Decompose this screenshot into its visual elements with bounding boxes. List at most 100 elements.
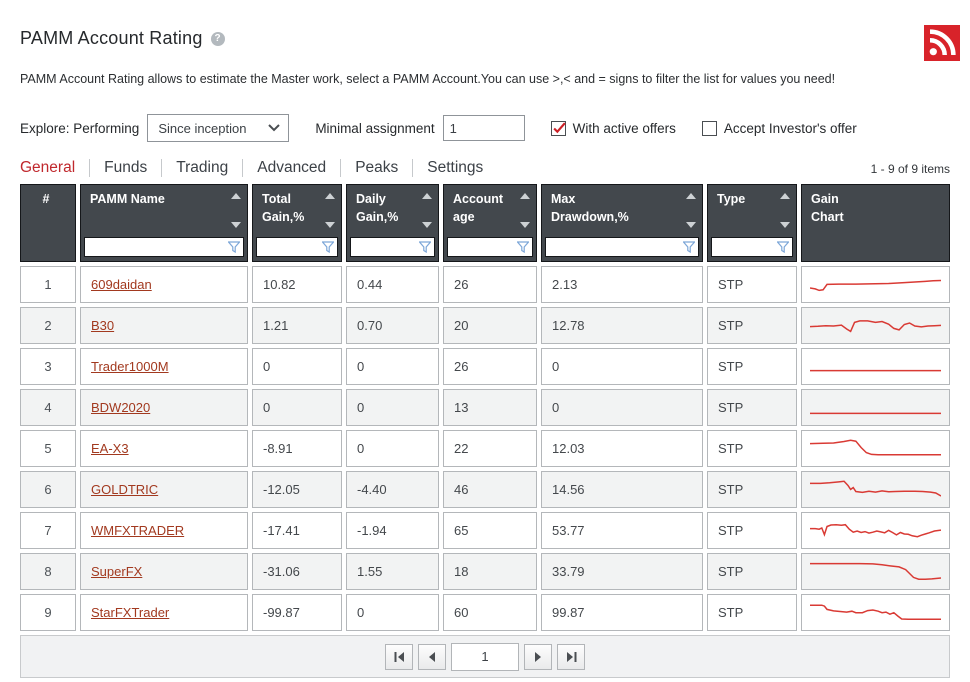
tab-peaks[interactable]: Peaks	[340, 159, 412, 177]
filter-wrap	[256, 237, 338, 257]
pamm-account-link[interactable]: SuperFX	[91, 564, 143, 579]
total-gain-cell: -99.87	[252, 594, 342, 631]
table-header: # PAMM Name Total Gain,% Daily Gain,% Accoun…	[20, 184, 950, 262]
accept-investors-offer-checkbox[interactable]: Accept Investor's offer	[701, 120, 857, 136]
column-label: Daily Gain,%	[356, 192, 399, 225]
type-cell: STP	[707, 348, 797, 385]
sort-arrows	[229, 190, 243, 228]
tab-general[interactable]: General	[20, 159, 76, 176]
gain-sparkline	[810, 557, 941, 587]
row-number-cell: 1	[20, 266, 76, 303]
gain-sparkline	[810, 434, 941, 464]
filter-funnel-icon[interactable]	[777, 241, 789, 253]
filter-input-name[interactable]	[84, 237, 244, 257]
max-drawdown-cell: 53.77	[541, 512, 703, 549]
filter-funnel-icon[interactable]	[419, 241, 431, 253]
daily-gain-cell: 0.44	[346, 266, 439, 303]
filter-funnel-icon[interactable]	[322, 241, 334, 253]
sort-asc-icon[interactable]	[520, 193, 530, 199]
account-age-cell: 18	[443, 553, 537, 590]
first-page-button[interactable]	[385, 643, 413, 670]
tab-settings[interactable]: Settings	[412, 159, 497, 177]
pamm-account-link[interactable]: StarFXTrader	[91, 605, 170, 620]
gain-chart-cell	[801, 266, 950, 303]
gain-sparkline	[810, 393, 941, 423]
sort-asc-icon[interactable]	[325, 193, 335, 199]
pamm-name-cell: B30	[80, 307, 248, 344]
period-select-value: Since inception	[158, 120, 247, 136]
max-drawdown-cell: 0	[541, 389, 703, 426]
sort-desc-icon[interactable]	[780, 222, 790, 228]
row-number-cell: 9	[20, 594, 76, 631]
gain-sparkline	[810, 516, 941, 546]
column-header-name: PAMM Name	[80, 184, 248, 262]
filter-input-max_drawdown[interactable]	[545, 237, 699, 257]
pamm-name-cell: 609daidan	[80, 266, 248, 303]
tab-advanced[interactable]: Advanced	[242, 159, 340, 177]
type-cell: STP	[707, 512, 797, 549]
filter-input-total_gain[interactable]	[256, 237, 338, 257]
account-age-cell: 46	[443, 471, 537, 508]
column-header-top: PAMM Name	[81, 185, 247, 237]
pamm-name-cell: BDW2020	[80, 389, 248, 426]
sort-desc-icon[interactable]	[686, 222, 696, 228]
sort-desc-icon[interactable]	[231, 222, 241, 228]
pamm-account-link[interactable]: WMFXTRADER	[91, 523, 185, 538]
pamm-account-link[interactable]: EA-X3	[91, 441, 129, 456]
sort-arrows	[323, 190, 337, 228]
filter-input-account_age[interactable]	[447, 237, 533, 257]
tab-trading[interactable]: Trading	[161, 159, 242, 177]
row-number-cell: 7	[20, 512, 76, 549]
pagination	[20, 635, 950, 678]
type-cell: STP	[707, 594, 797, 631]
pamm-account-link[interactable]: BDW2020	[91, 400, 151, 415]
column-header-top: Daily Gain,%	[347, 185, 438, 237]
pamm-account-link[interactable]: Trader1000M	[91, 359, 169, 374]
total-gain-cell: 1.21	[252, 307, 342, 344]
sort-asc-icon[interactable]	[422, 193, 432, 199]
type-cell: STP	[707, 553, 797, 590]
last-page-button[interactable]	[557, 643, 585, 670]
prev-page-button[interactable]	[418, 643, 446, 670]
filter-input-type[interactable]	[711, 237, 793, 257]
checkbox-label: Accept Investor's offer	[723, 120, 857, 136]
with-active-offers-checkbox[interactable]: With active offers	[550, 120, 676, 136]
gain-sparkline	[810, 311, 941, 341]
pamm-account-link[interactable]: 609daidan	[91, 277, 152, 292]
filter-wrap	[545, 237, 699, 257]
total-gain-cell: 0	[252, 348, 342, 385]
pamm-account-link[interactable]: GOLDTRIC	[91, 482, 159, 497]
gain-chart-cell	[801, 471, 950, 508]
column-label: Type	[717, 192, 746, 206]
page-header: PAMM Account Rating ?	[20, 28, 950, 49]
tab-funds[interactable]: Funds	[89, 159, 161, 177]
sort-desc-icon[interactable]	[325, 222, 335, 228]
filter-funnel-icon[interactable]	[517, 241, 529, 253]
minimal-assignment-input[interactable]	[442, 115, 525, 141]
sort-desc-icon[interactable]	[520, 222, 530, 228]
gain-sparkline	[810, 270, 941, 300]
sort-asc-icon[interactable]	[686, 193, 696, 199]
total-gain-cell: -31.06	[252, 553, 342, 590]
account-age-cell: 60	[443, 594, 537, 631]
rss-icon[interactable]	[924, 25, 960, 61]
sort-asc-icon[interactable]	[231, 193, 241, 199]
page-number-input[interactable]	[451, 642, 519, 671]
help-icon[interactable]: ?	[210, 32, 225, 46]
filter-input-daily_gain[interactable]	[350, 237, 435, 257]
row-number-cell: 2	[20, 307, 76, 344]
filter-funnel-icon[interactable]	[228, 241, 240, 253]
column-label: PAMM Name	[90, 192, 165, 206]
sort-desc-icon[interactable]	[422, 222, 432, 228]
type-cell: STP	[707, 430, 797, 467]
checkbox-icon	[701, 120, 717, 136]
period-select[interactable]: Since inception	[147, 114, 290, 142]
next-page-button[interactable]	[524, 643, 552, 670]
sort-asc-icon[interactable]	[780, 193, 790, 199]
gain-sparkline	[810, 475, 941, 505]
pamm-name-cell: GOLDTRIC	[80, 471, 248, 508]
filter-funnel-icon[interactable]	[683, 241, 695, 253]
sort-arrows	[684, 190, 698, 228]
pamm-account-link[interactable]: B30	[91, 318, 115, 333]
filter-wrap	[447, 237, 533, 257]
